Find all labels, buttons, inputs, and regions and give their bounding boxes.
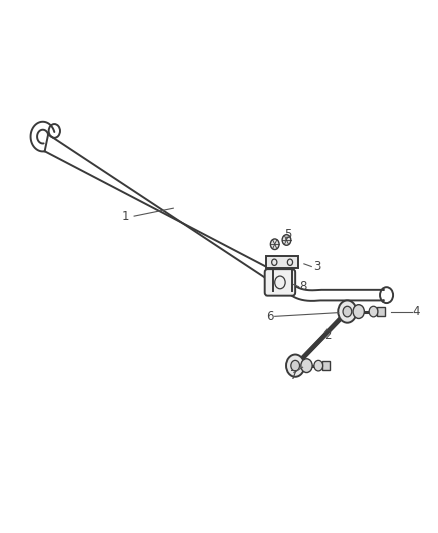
Text: 1: 1 xyxy=(122,209,129,223)
Circle shape xyxy=(314,360,322,371)
Bar xyxy=(377,308,385,316)
Circle shape xyxy=(275,276,285,289)
Circle shape xyxy=(343,306,352,317)
Circle shape xyxy=(338,301,357,322)
Bar xyxy=(266,256,298,268)
Text: 3: 3 xyxy=(313,260,320,273)
Text: 7: 7 xyxy=(290,369,297,382)
Text: 5: 5 xyxy=(285,228,292,241)
FancyBboxPatch shape xyxy=(265,269,295,296)
Text: 8: 8 xyxy=(299,280,307,293)
Circle shape xyxy=(291,360,300,371)
Text: 4: 4 xyxy=(413,305,420,318)
Circle shape xyxy=(353,305,364,318)
Text: 6: 6 xyxy=(266,310,274,323)
Circle shape xyxy=(287,259,293,265)
Text: 2: 2 xyxy=(324,329,332,342)
Circle shape xyxy=(282,235,291,245)
Circle shape xyxy=(369,306,378,317)
Circle shape xyxy=(301,359,312,373)
Circle shape xyxy=(272,259,277,265)
Circle shape xyxy=(286,354,304,377)
Bar xyxy=(322,361,329,370)
Circle shape xyxy=(270,239,279,249)
